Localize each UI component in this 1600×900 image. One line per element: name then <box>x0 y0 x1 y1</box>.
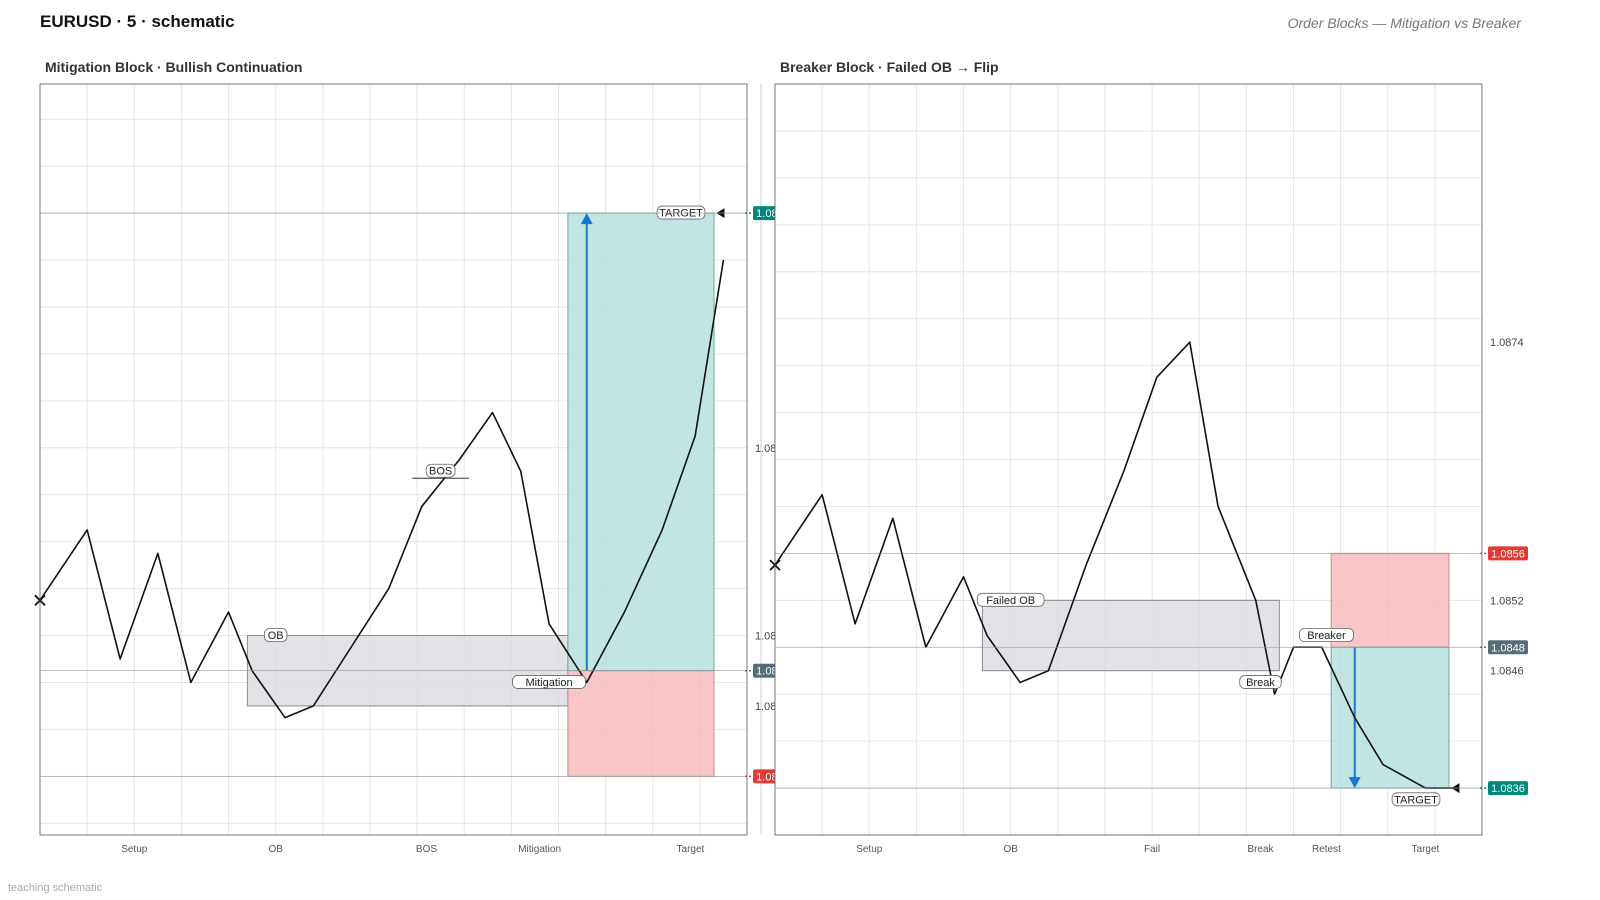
price-line <box>39 259 725 719</box>
footer-note: teaching schematic <box>8 882 103 894</box>
annotation-label-box <box>512 675 586 689</box>
y-tick-label: 1.0874 <box>1490 337 1524 349</box>
x-tick-label: BOS <box>416 844 437 855</box>
annotation-label: OB <box>268 630 284 642</box>
annotation-label: Failed OB <box>986 595 1035 607</box>
target-price-tag <box>1488 781 1528 796</box>
annotation-label-box <box>656 205 706 220</box>
left-panel-title: Mitigation Block · Bullish Continuation <box>45 59 303 75</box>
target-zone <box>1330 646 1450 789</box>
annotation-label-box <box>1391 792 1441 807</box>
annotation-label: BOS <box>429 466 452 478</box>
x-tick-label: Setup <box>856 844 883 855</box>
annotation-label-box <box>425 463 456 478</box>
stop-price-tag <box>1488 546 1528 561</box>
annotation-label: TARGET <box>1394 794 1438 806</box>
x-tick-label: Mitigation <box>518 844 561 855</box>
y-tick-label: 1.0852 <box>1490 595 1524 607</box>
x-tick-label: OB <box>268 844 283 855</box>
target-zone <box>567 212 715 672</box>
entry-price-tag-text: 1.0848 <box>1491 642 1525 654</box>
mitigation-panel: OB BOS Mitigation TARGET Setup OB BOS Mitigatio… <box>34 83 793 855</box>
right-panel-title: Breaker Block · Failed OB → Flip <box>780 59 999 75</box>
stop-price-tag-text: 1.0856 <box>1491 548 1525 560</box>
x-tick-label: OB <box>1003 844 1018 855</box>
plot-border <box>39 83 748 836</box>
chart-header-title: EURUSD · 5 · schematic <box>40 12 235 31</box>
x-tick-label: Setup <box>121 844 148 855</box>
direction-arrowhead <box>580 213 593 225</box>
breaker-panel: Failed OB Break Breaker TARGET Setup OB Fail Br… <box>769 83 1528 855</box>
x-tick-label: Target <box>677 844 705 855</box>
annotation-label-box <box>1299 628 1354 642</box>
stop-zone <box>567 670 715 777</box>
annotation-label-box <box>1239 675 1282 689</box>
ob-zone <box>981 599 1280 672</box>
annotation-label: Break <box>1246 677 1275 689</box>
plot-border <box>774 83 1483 836</box>
annotation-label: TARGET <box>659 208 703 220</box>
chart-header-subtitle: Order Blocks — Mitigation vs Breaker <box>1287 15 1521 31</box>
annotation-label: Breaker <box>1307 630 1346 642</box>
annotation-label: Mitigation <box>526 677 573 689</box>
direction-arrowhead <box>1348 777 1361 789</box>
x-tick-label: Retest <box>1312 844 1341 855</box>
x-tick-label: Target <box>1412 844 1440 855</box>
target-price-tag-text: 1.0836 <box>1491 783 1525 795</box>
annotation-label-box <box>976 592 1045 607</box>
entry-price-tag <box>1488 640 1528 655</box>
x-tick-label: Fail <box>1144 844 1160 855</box>
y-tick-label: 1.0846 <box>1490 666 1524 678</box>
x-tick-label: Break <box>1247 844 1274 855</box>
annotation-label-box <box>263 628 288 642</box>
price-line <box>774 341 1459 789</box>
